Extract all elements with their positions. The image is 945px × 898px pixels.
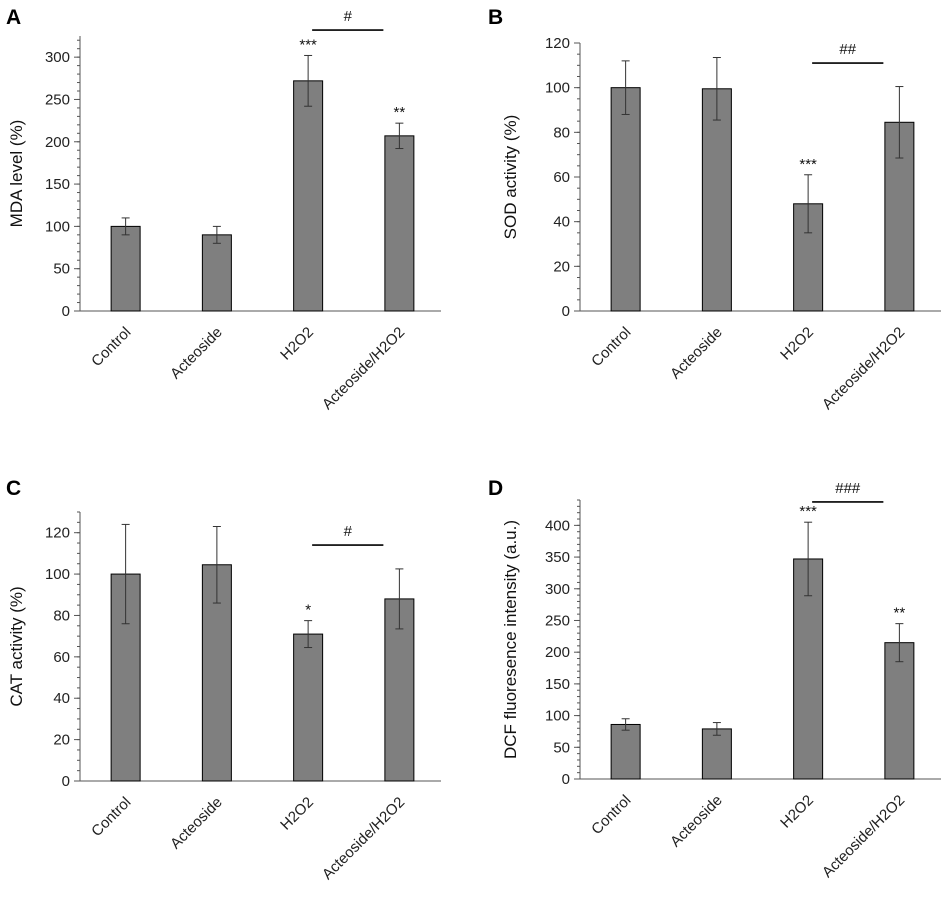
significance-marker: *** — [799, 503, 817, 520]
bar-acteoside — [701, 88, 732, 312]
bar-acteoside-h2o2 — [884, 642, 915, 780]
comparison-label: # — [344, 8, 353, 25]
y-axis-label: MDA level (%) — [7, 120, 26, 228]
significance-marker: ** — [894, 605, 906, 622]
y-tick-label: 250 — [45, 91, 70, 108]
x-category-label: Acteoside — [667, 324, 726, 383]
y-tick-label: 350 — [545, 549, 570, 566]
y-tick-label: 50 — [53, 261, 70, 278]
bar-control — [610, 87, 641, 312]
bar-acteoside — [201, 234, 232, 312]
panel-a: A 0 50 100 150 200 250 300 MDA level (%) Control A… — [6, 6, 441, 413]
y-tick-label: 200 — [545, 644, 570, 661]
comparison-label: ### — [835, 480, 861, 497]
y-axis-label: CAT activity (%) — [7, 586, 26, 706]
x-category-label: H2O2 — [277, 324, 317, 364]
x-category-label: Control — [88, 794, 134, 840]
x-category-label: H2O2 — [777, 324, 817, 364]
bar-acteoside — [701, 728, 732, 780]
y-tick-label: 250 — [545, 612, 570, 629]
y-tick-label: 0 — [62, 773, 70, 790]
bar-h2o2 — [293, 633, 324, 782]
x-category-label: Control — [88, 324, 134, 370]
significance-marker: ** — [394, 104, 406, 121]
y-tick-label: 400 — [545, 517, 570, 534]
bar-control — [610, 723, 641, 780]
panel-c: C 0 20 40 60 80 100 120 CAT activity (%) Control A… — [6, 477, 441, 883]
y-tick-label: 100 — [45, 566, 70, 583]
bar-h2o2 — [293, 80, 324, 312]
significance-marker: * — [305, 602, 311, 619]
x-category-label: Control — [588, 324, 634, 370]
significance-marker: *** — [799, 156, 817, 173]
y-axis-label: DCF fluoresence intensity (a.u.) — [501, 520, 520, 759]
x-category-label: Acteoside/H2O2 — [319, 794, 408, 883]
y-tick-label: 300 — [545, 581, 570, 598]
y-tick-label: 20 — [53, 732, 70, 749]
x-category-label: Control — [588, 792, 634, 838]
y-tick-label: 100 — [45, 218, 70, 235]
y-tick-label: 120 — [45, 525, 70, 542]
panel-d: D 0 50 100 150 200 250 300 350 400 DCF fluoresence… — [488, 477, 941, 881]
y-tick-label: 200 — [45, 134, 70, 151]
y-tick-label: 0 — [562, 771, 570, 788]
panel-b: B 0 20 40 60 80 100 120 SOD activity (%) Control A… — [488, 6, 941, 413]
bar-acteoside-h2o2 — [384, 135, 415, 312]
panel-letter: D — [488, 477, 503, 500]
y-tick-label: 0 — [62, 303, 70, 320]
panel-letter: C — [6, 477, 21, 500]
x-category-label: Acteoside/H2O2 — [819, 792, 908, 881]
x-category-label: H2O2 — [777, 792, 817, 832]
y-tick-label: 300 — [45, 49, 70, 66]
y-tick-label: 50 — [553, 739, 570, 756]
y-tick-label: 80 — [553, 124, 570, 141]
comparison-label: # — [344, 523, 353, 540]
x-category-label: Acteoside — [167, 324, 226, 383]
y-tick-label: 20 — [553, 258, 570, 275]
bar-control — [110, 225, 141, 312]
y-tick-label: 40 — [53, 690, 70, 707]
y-tick-label: 120 — [545, 35, 570, 52]
x-category-label: H2O2 — [277, 794, 317, 834]
x-category-label: Acteoside/H2O2 — [319, 324, 408, 413]
panel-letter: B — [488, 6, 503, 29]
y-tick-label: 0 — [562, 303, 570, 320]
x-category-label: Acteoside — [667, 792, 726, 851]
y-tick-label: 40 — [553, 214, 570, 231]
comparison-label: ## — [839, 41, 856, 58]
x-category-label: Acteoside — [167, 794, 226, 853]
y-tick-label: 100 — [545, 80, 570, 97]
y-tick-label: 60 — [553, 169, 570, 186]
y-tick-label: 100 — [545, 708, 570, 725]
significance-marker: *** — [299, 36, 317, 53]
y-tick-label: 150 — [45, 176, 70, 193]
panel-letter: A — [6, 6, 21, 29]
y-tick-label: 80 — [53, 607, 70, 624]
y-tick-label: 60 — [53, 649, 70, 666]
y-axis-label: SOD activity (%) — [501, 115, 520, 240]
x-category-label: Acteoside/H2O2 — [819, 324, 908, 413]
y-tick-label: 150 — [545, 676, 570, 693]
